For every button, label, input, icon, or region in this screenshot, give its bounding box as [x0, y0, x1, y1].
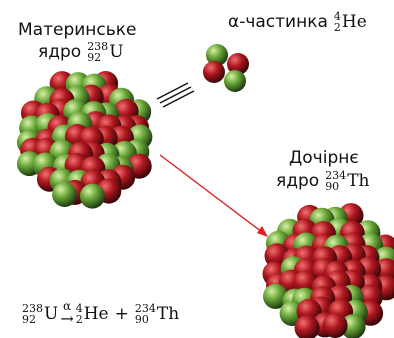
proton: [294, 315, 320, 338]
parent-nucleus: [16, 71, 153, 209]
reactant-mass: 238: [22, 302, 43, 315]
daughter-nuclide: 234 90 Th: [325, 170, 369, 192]
alpha-label: α-частинка 4 2 He: [228, 11, 367, 33]
equation-product-2: 234 90 Th: [135, 303, 179, 325]
alpha-charge-number: 2: [333, 21, 341, 34]
neutron: [52, 182, 78, 207]
product1-symbol: He: [83, 304, 109, 324]
decay-equation: 238 92 U α → 4 2 He + 234 90 Th: [22, 299, 179, 328]
neutron: [79, 183, 105, 209]
product1-mass: 4: [75, 302, 83, 315]
parent-symbol: U: [109, 42, 124, 62]
daughter-label: ядро 234 90 Th: [276, 170, 369, 192]
equation-arrow: α →: [60, 299, 74, 328]
proton: [322, 313, 348, 338]
equation-product-1: 4 2 He: [76, 303, 109, 325]
equation-reactant: 238 92 U: [22, 303, 58, 325]
alpha-title: α-частинка: [228, 12, 328, 32]
alpha-symbol: He: [341, 12, 367, 32]
parent-title: Материнське: [18, 20, 137, 40]
daughter-symbol: Th: [347, 171, 370, 191]
daughter-title: Дочірнє: [289, 148, 359, 168]
product2-mass: 234: [134, 302, 156, 315]
decay-arrow: [159, 154, 268, 237]
motion-lines: [156, 82, 195, 108]
neutron: [340, 314, 366, 338]
parent-label: ядро 238 92 U: [38, 41, 124, 63]
reactant-symbol: U: [44, 304, 59, 324]
arrow-glyph: →: [60, 309, 74, 328]
alpha-nuclide: 4 2 He: [334, 11, 367, 33]
proton: [227, 53, 249, 75]
parent-title-line2: ядро: [38, 42, 82, 62]
alpha-mass-number: 4: [333, 10, 341, 23]
product1-charge: 2: [75, 313, 83, 326]
neutron: [263, 283, 288, 309]
parent-nuclide: 238 92 U: [87, 41, 123, 63]
product2-charge: 90: [134, 313, 149, 326]
daughter-nucleus: [262, 203, 394, 338]
daughter-title-line2: ядро: [276, 171, 320, 191]
reactant-charge: 92: [22, 313, 36, 326]
parent-charge-number: 92: [87, 51, 102, 64]
product2-symbol: Th: [156, 304, 180, 324]
proton: [203, 61, 225, 83]
neutron: [206, 44, 228, 66]
alpha-particle: [203, 44, 249, 92]
daughter-mass-number: 234: [325, 169, 347, 182]
parent-mass-number: 238: [87, 40, 109, 53]
arrow-label: α: [62, 299, 72, 313]
daughter-charge-number: 90: [325, 180, 340, 193]
neutron: [224, 70, 246, 92]
equation-plus: +: [114, 304, 129, 324]
